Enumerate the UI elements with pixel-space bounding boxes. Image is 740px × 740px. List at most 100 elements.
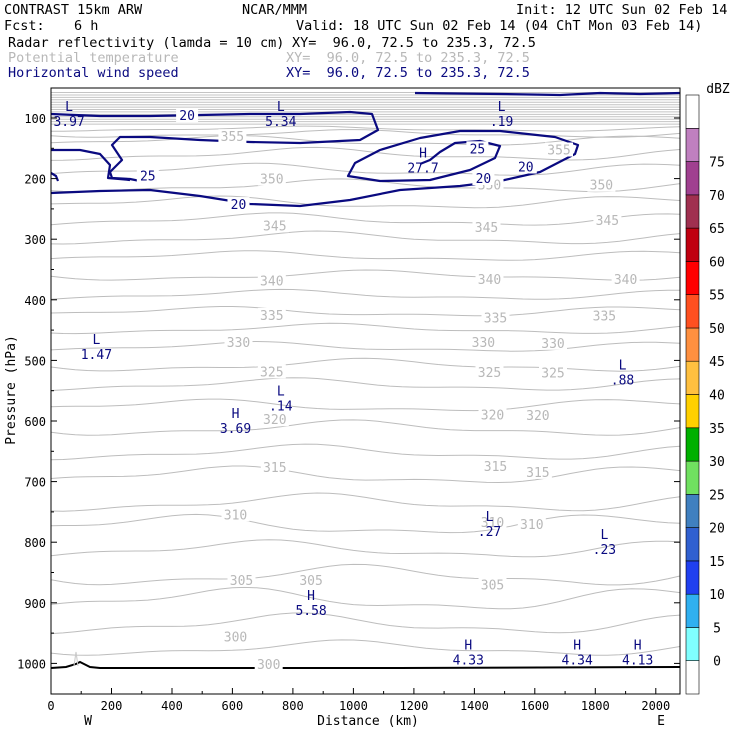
- wind-contour-line: [51, 110, 380, 183]
- theta-label-bg: [593, 212, 622, 227]
- wind-labels: 20 25 20 25 20 20: [136, 108, 537, 213]
- theta-label-bg: [481, 310, 510, 325]
- theta-label-bg: [221, 507, 250, 522]
- wind-label: 25: [140, 170, 156, 185]
- theta-contour-line: [51, 539, 680, 558]
- colorbar-label: 45: [709, 355, 725, 370]
- field-wind-name: Horizontal wind speed: [8, 65, 179, 81]
- theta-contour-line: [51, 492, 680, 512]
- wind-label: 20: [476, 172, 492, 187]
- theta-contour-line: [51, 146, 680, 161]
- theta-label: 330: [472, 336, 495, 351]
- theta-contour-line: [51, 269, 680, 281]
- theta-label: 345: [263, 219, 286, 234]
- x-tick-label: 600: [222, 699, 244, 713]
- theta-label-bg: [523, 407, 552, 422]
- field-reflectivity-name: Radar reflectivity (lamda = 10 cm): [8, 35, 285, 51]
- colorbar: 0 5 10 15 20 25 30 35 40 45 50 55 60 65 70 75: [685, 94, 725, 695]
- theta-label: 350: [590, 179, 613, 194]
- x-end-label-west: W: [84, 714, 92, 729]
- x-tick-label: 1600: [520, 699, 549, 713]
- colorbar-label: 70: [709, 189, 725, 204]
- y-tick-label: 700: [24, 476, 46, 490]
- extremum-value: .88: [611, 374, 634, 389]
- extrema-labels: L3.97L5.34L.19H27.7L1.47L.88L.14H3.69L.2…: [53, 100, 653, 669]
- extremum-value: 3.69: [220, 422, 251, 437]
- theta-label-bg: [478, 515, 507, 530]
- center-title: NCAR/MMM: [242, 2, 308, 18]
- wind-contour-line: [414, 91, 680, 97]
- y-tick-label: 600: [24, 415, 46, 429]
- theta-label-bg: [472, 220, 501, 235]
- terrain: [51, 651, 680, 669]
- axes: 100 200 300 400 500 600 700 800 900 1000 0 200 400 60…: [17, 112, 680, 713]
- extremum-type: H: [232, 407, 240, 422]
- extremum-type: L: [277, 100, 285, 115]
- theta-label-bg: [254, 657, 283, 671]
- extremum-type: L: [619, 359, 627, 374]
- colorbar-label: 15: [709, 555, 725, 570]
- wind-contour-line: [51, 129, 580, 208]
- field-theta-xy: XY= 96.0, 72.5 to 235.3, 72.5: [286, 50, 530, 66]
- theta-label: 330: [541, 337, 564, 352]
- colorbar-label: 25: [709, 488, 725, 503]
- extremum-value: .23: [593, 543, 616, 558]
- colorbar-swatch: [685, 128, 700, 162]
- theta-contour-line: [51, 586, 680, 610]
- theta-label: 315: [484, 460, 507, 475]
- theta-label: 340: [614, 273, 637, 288]
- extremum-type: H: [307, 589, 315, 604]
- theta-contour-line: [51, 250, 680, 261]
- colorbar-unit: dBZ: [706, 82, 730, 97]
- theta-contour-line: [51, 419, 680, 436]
- extremum-type: L: [600, 528, 608, 543]
- theta-label: 325: [260, 365, 283, 380]
- colorbar-swatch: [685, 261, 700, 295]
- theta-label: 350: [260, 173, 283, 188]
- field-wind-xy: XY= 96.0, 72.5 to 235.3, 72.5: [286, 65, 530, 81]
- colorbar-label: 10: [709, 588, 725, 603]
- theta-label: 340: [478, 273, 501, 288]
- init-time: Init: 12 UTC Sun 02 Feb 14: [516, 2, 728, 18]
- wind-label-bg: [466, 141, 489, 156]
- x-end-label-east: E: [657, 714, 665, 729]
- theta-label: 320: [526, 409, 549, 424]
- theta-contour-line: [51, 513, 680, 534]
- theta-label-bg: [227, 572, 256, 587]
- theta-label: 335: [593, 310, 616, 325]
- theta-label: 330: [227, 336, 250, 351]
- theta-contour-line: [51, 129, 680, 138]
- fcst-value: 6 h: [74, 18, 99, 34]
- x-tick-label: 1000: [339, 699, 368, 713]
- x-tick-label: 800: [282, 699, 304, 713]
- x-tick-label: 1400: [460, 699, 489, 713]
- theta-contour-line: [51, 230, 680, 245]
- wind-contour-line: [51, 148, 131, 182]
- theta-contour-line: [51, 639, 680, 656]
- theta-contour-line: [51, 178, 680, 193]
- theta-label: 310: [520, 518, 543, 533]
- theta-contour-line: [51, 322, 680, 335]
- extremum-type: H: [419, 146, 427, 161]
- terrain-spike: [73, 651, 79, 667]
- theta-contour-line: [51, 212, 680, 226]
- y-tick-label: 800: [24, 536, 46, 550]
- model-title: CONTRAST 15km ARW: [4, 2, 143, 18]
- theta-label-bg: [517, 517, 546, 531]
- extremum-type: H: [464, 639, 472, 654]
- theta-label: 325: [541, 367, 564, 382]
- colorbar-swatch: [685, 294, 700, 329]
- colorbar-label: 65: [709, 222, 725, 237]
- theta-label: 345: [596, 214, 619, 229]
- theta-label: 320: [481, 408, 504, 423]
- colorbar-swatch: [685, 194, 700, 229]
- theta-label-bg: [257, 171, 286, 186]
- colorbar-swatch: [685, 227, 700, 262]
- wind-label-bg: [472, 171, 495, 185]
- theta-label-bg: [478, 407, 507, 422]
- colorbar-swatch: [685, 627, 700, 662]
- theta-label: 320: [263, 413, 286, 428]
- theta-label: 335: [260, 309, 283, 324]
- x-tick-label: 0: [47, 699, 54, 713]
